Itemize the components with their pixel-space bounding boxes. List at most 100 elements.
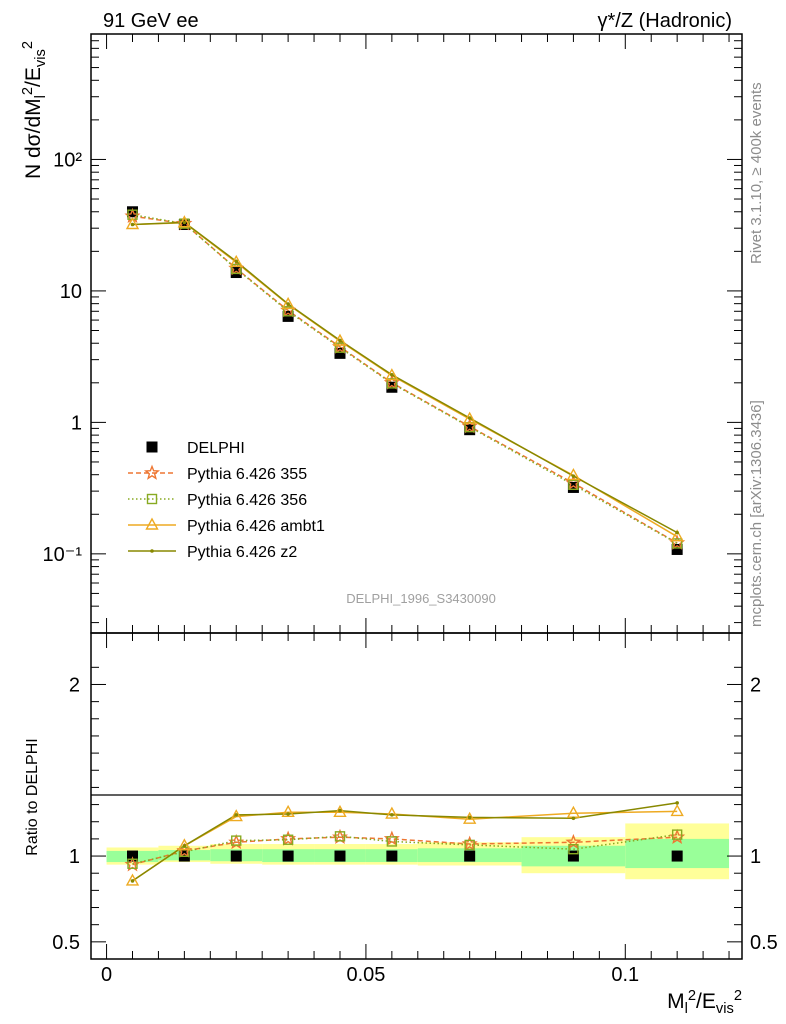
ratio-series-markers: [124, 801, 686, 886]
main-point-pythia-6-426-ambt1: [385, 368, 399, 381]
x-tick-label: 0.1: [611, 964, 639, 986]
ratio-point-pythia-6-426-ambt1: [125, 873, 140, 886]
x-tick-label: 0.05: [346, 964, 385, 986]
main-point-delphi: [334, 347, 346, 359]
main-point-pythia-6-426-z2: [571, 474, 576, 478]
ratio-y-tick-label-left: 2: [69, 674, 80, 696]
ratio-point-pythia-6-426-ambt1: [670, 803, 684, 817]
legend-label-pythia-6-426-356: Pythia 6.426 356: [187, 492, 307, 509]
ratio-axis-ticks: [91, 666, 742, 959]
ratio-point-pythia-6-426-356: [568, 843, 579, 855]
ratio-point-delphi: [126, 850, 138, 862]
left-title: 91 GeV ee: [103, 10, 199, 32]
ratio-point-pythia-6-426-356: [282, 834, 294, 845]
ratio-point-delphi: [282, 850, 294, 862]
legend-marker-pythia-6-426-ambt1: [145, 517, 159, 530]
ratio-point-pythia-6-426-z2: [234, 813, 239, 817]
main-point-pythia-6-426-z2: [390, 373, 394, 377]
ratio-point-pythia-6-426-ambt1: [566, 805, 581, 818]
main-point-pythia-6-426-ambt1: [462, 411, 477, 424]
legend-label-pythia-6-426-ambt1: Pythia 6.426 ambt1: [187, 518, 325, 535]
main-line-pythia-6-426-ambt1: [132, 221, 678, 538]
ratio-point-pythia-6-426-ambt1: [333, 804, 347, 817]
ratio-point-pythia-6-426-z2: [467, 815, 472, 820]
main-line-pythia-6-426-355: [132, 215, 678, 544]
ratio-point-pythia-6-426-356: [386, 836, 398, 847]
main-line-pythia-6-426-z2: [132, 221, 678, 534]
main-series-markers: [124, 206, 686, 555]
x-axis-label: Ml2/Evis2: [667, 988, 742, 1017]
ratio-line-pythia-6-426-355: [132, 836, 678, 866]
ratio-point-pythia-6-426-z2: [571, 816, 576, 821]
ratio-point-delphi: [671, 850, 683, 862]
main-point-pythia-6-426-z2: [286, 302, 290, 306]
main-point-pythia-6-426-ambt1: [333, 333, 347, 346]
ratio-frame: [90, 632, 743, 960]
ratio-point-pythia-6-426-z2: [182, 843, 187, 848]
ratio-y-tick-label-right: 2: [750, 674, 761, 696]
main-point-pythia-6-426-z2: [130, 222, 135, 227]
legend-marker-pythia-6-426-355: [143, 464, 161, 480]
ratio-point-pythia-6-426-z2: [675, 801, 679, 805]
main-y-tick-label: 10⁻¹: [43, 544, 83, 566]
ratio-y-tick-label-left: 1: [69, 846, 80, 868]
ratio-point-pythia-6-426-356: [464, 839, 475, 851]
main-point-pythia-6-426-356: [231, 263, 242, 275]
ratio-point-delphi: [386, 850, 398, 862]
ratio-point-delphi: [334, 850, 346, 862]
ratio-y-tick-labels: 0.5 0.5 1 1 2 2: [52, 674, 778, 953]
ratio-y-tick-label-left: 0.5: [52, 932, 80, 954]
main-panel: 10⁻¹ 1 10 10²: [43, 33, 743, 648]
main-point-pythia-6-426-z2: [182, 220, 187, 225]
legend-label-pythia-6-426-355: Pythia 6.426 355: [187, 466, 307, 483]
mcplots-label: mcplots.cern.ch [arXiv:1306.3436]: [748, 400, 765, 627]
main-point-pythia-6-426-ambt1: [281, 296, 295, 310]
ratio-point-pythia-6-426-ambt1: [385, 806, 399, 819]
legend-marker-delphi: [146, 441, 158, 453]
main-y-axis-label: N dσ/dMl2/Evis2: [20, 41, 49, 179]
ratio-point-pythia-6-426-z2: [338, 808, 342, 813]
ratio-point-delphi: [230, 850, 242, 862]
main-point-delphi: [230, 267, 242, 279]
main-point-pythia-6-426-ambt1: [125, 217, 140, 230]
ratio-point-delphi: [464, 850, 476, 862]
ratio-panel: 0.5 0.5 1 1 2 2 0 0.05 0.1: [52, 632, 778, 986]
ratio-point-pythia-6-426-z2: [286, 812, 290, 816]
main-axis-ticks: [91, 33, 742, 648]
main-point-delphi: [567, 481, 579, 493]
main-point-delphi: [671, 543, 683, 555]
main-point-pythia-6-426-ambt1: [229, 254, 243, 268]
ratio-point-pythia-6-426-356: [671, 829, 683, 840]
ratio-point-pythia-6-426-ambt1: [462, 811, 477, 824]
ratio-point-pythia-6-426-ambt1: [229, 809, 243, 822]
legend-marker-pythia-6-426-z2: [150, 549, 154, 553]
ratio-uncertainty-bands: [106, 823, 730, 880]
main-point-pythia-6-426-356: [334, 342, 346, 353]
legend-marker-pythia-6-426-356: [146, 493, 158, 505]
ratio-point-pythia-6-426-356: [334, 831, 346, 842]
main-point-pythia-6-426-ambt1: [566, 467, 581, 481]
legend-label-pythia-6-426-z2: Pythia 6.426 z2: [187, 544, 297, 561]
ratio-point-pythia-6-426-z2: [130, 879, 135, 883]
ratio-y-tick-label-right: 1: [750, 846, 761, 868]
main-point-pythia-6-426-z2: [467, 416, 472, 420]
ratio-line-pythia-6-426-356: [132, 833, 678, 865]
legend: DELPHI Pythia 6.426 355 Pythia 6.426 356 Py…: [128, 440, 325, 561]
ratio-point-pythia-6-426-z2: [390, 813, 394, 817]
main-point-pythia-6-426-ambt1: [670, 529, 684, 542]
analysis-watermark: DELPHI_1996_S3430090: [346, 591, 496, 606]
legend-label-delphi: DELPHI: [187, 440, 245, 457]
main-y-tick-labels: 10⁻¹ 1 10 10²: [43, 149, 83, 565]
ratio-point-delphi: [567, 850, 579, 862]
ratio-point-pythia-6-426-ambt1: [281, 804, 295, 817]
main-point-pythia-6-426-z2: [338, 338, 342, 343]
x-tick-label: 0: [101, 964, 112, 986]
main-y-tick-label: 1: [71, 412, 82, 434]
main-point-pythia-6-426-356: [671, 538, 683, 549]
rivet-version-label: Rivet 3.1.10, ≥ 400k events: [748, 82, 765, 264]
main-point-pythia-6-426-ambt1: [177, 215, 192, 228]
x-tick-labels: 0 0.05 0.1: [101, 964, 639, 986]
main-point-pythia-6-426-356: [568, 479, 579, 491]
ratio-point-pythia-6-426-356: [127, 858, 138, 869]
